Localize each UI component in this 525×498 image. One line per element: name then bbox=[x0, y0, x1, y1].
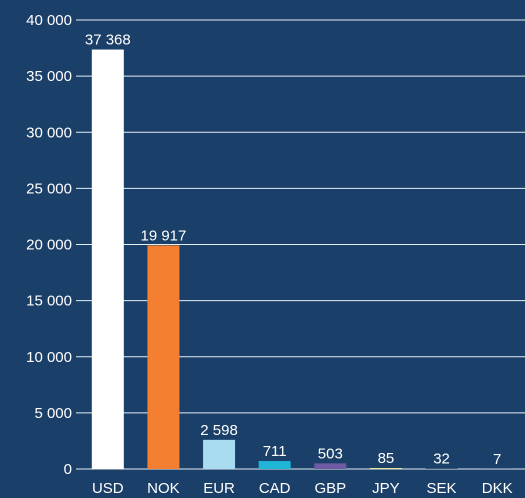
bar-cad bbox=[258, 461, 291, 469]
y-tick-label: 20 000 bbox=[26, 237, 72, 254]
y-tick-label: 40 000 bbox=[26, 12, 72, 29]
bar-jpy bbox=[369, 468, 402, 469]
y-tick-label: 25 000 bbox=[26, 180, 72, 197]
x-tick-label-gbp: GBP bbox=[314, 480, 346, 497]
y-tick-label: 0 bbox=[64, 461, 72, 478]
data-label-gbp: 503 bbox=[318, 445, 343, 462]
x-tick-label-cad: CAD bbox=[259, 480, 291, 497]
data-label-dkk: 7 bbox=[493, 451, 501, 468]
y-tick-label: 10 000 bbox=[26, 349, 72, 366]
x-tick-label-jpy: JPY bbox=[372, 480, 400, 497]
y-tick-label: 35 000 bbox=[26, 68, 72, 85]
x-tick-label-dkk: DKK bbox=[482, 480, 513, 497]
bar-nok bbox=[147, 245, 180, 469]
x-tick-label-usd: USD bbox=[92, 480, 124, 497]
data-label-nok: 19 917 bbox=[140, 227, 186, 244]
data-label-usd: 37 368 bbox=[85, 32, 131, 49]
y-tick-label: 30 000 bbox=[26, 124, 72, 141]
y-tick-label: 5 000 bbox=[34, 405, 72, 422]
bar-eur bbox=[203, 439, 236, 469]
data-label-jpy: 85 bbox=[378, 450, 395, 467]
x-tick-label-sek: SEK bbox=[427, 480, 457, 497]
data-label-cad: 711 bbox=[263, 443, 287, 460]
x-tick-label-nok: NOK bbox=[147, 480, 180, 497]
bar-gbp bbox=[314, 463, 347, 469]
bar-usd bbox=[91, 49, 124, 470]
data-label-eur: 2 598 bbox=[200, 422, 238, 439]
data-label-sek: 32 bbox=[433, 451, 450, 468]
y-tick-label: 15 000 bbox=[26, 293, 72, 310]
x-tick-label-eur: EUR bbox=[203, 480, 235, 497]
